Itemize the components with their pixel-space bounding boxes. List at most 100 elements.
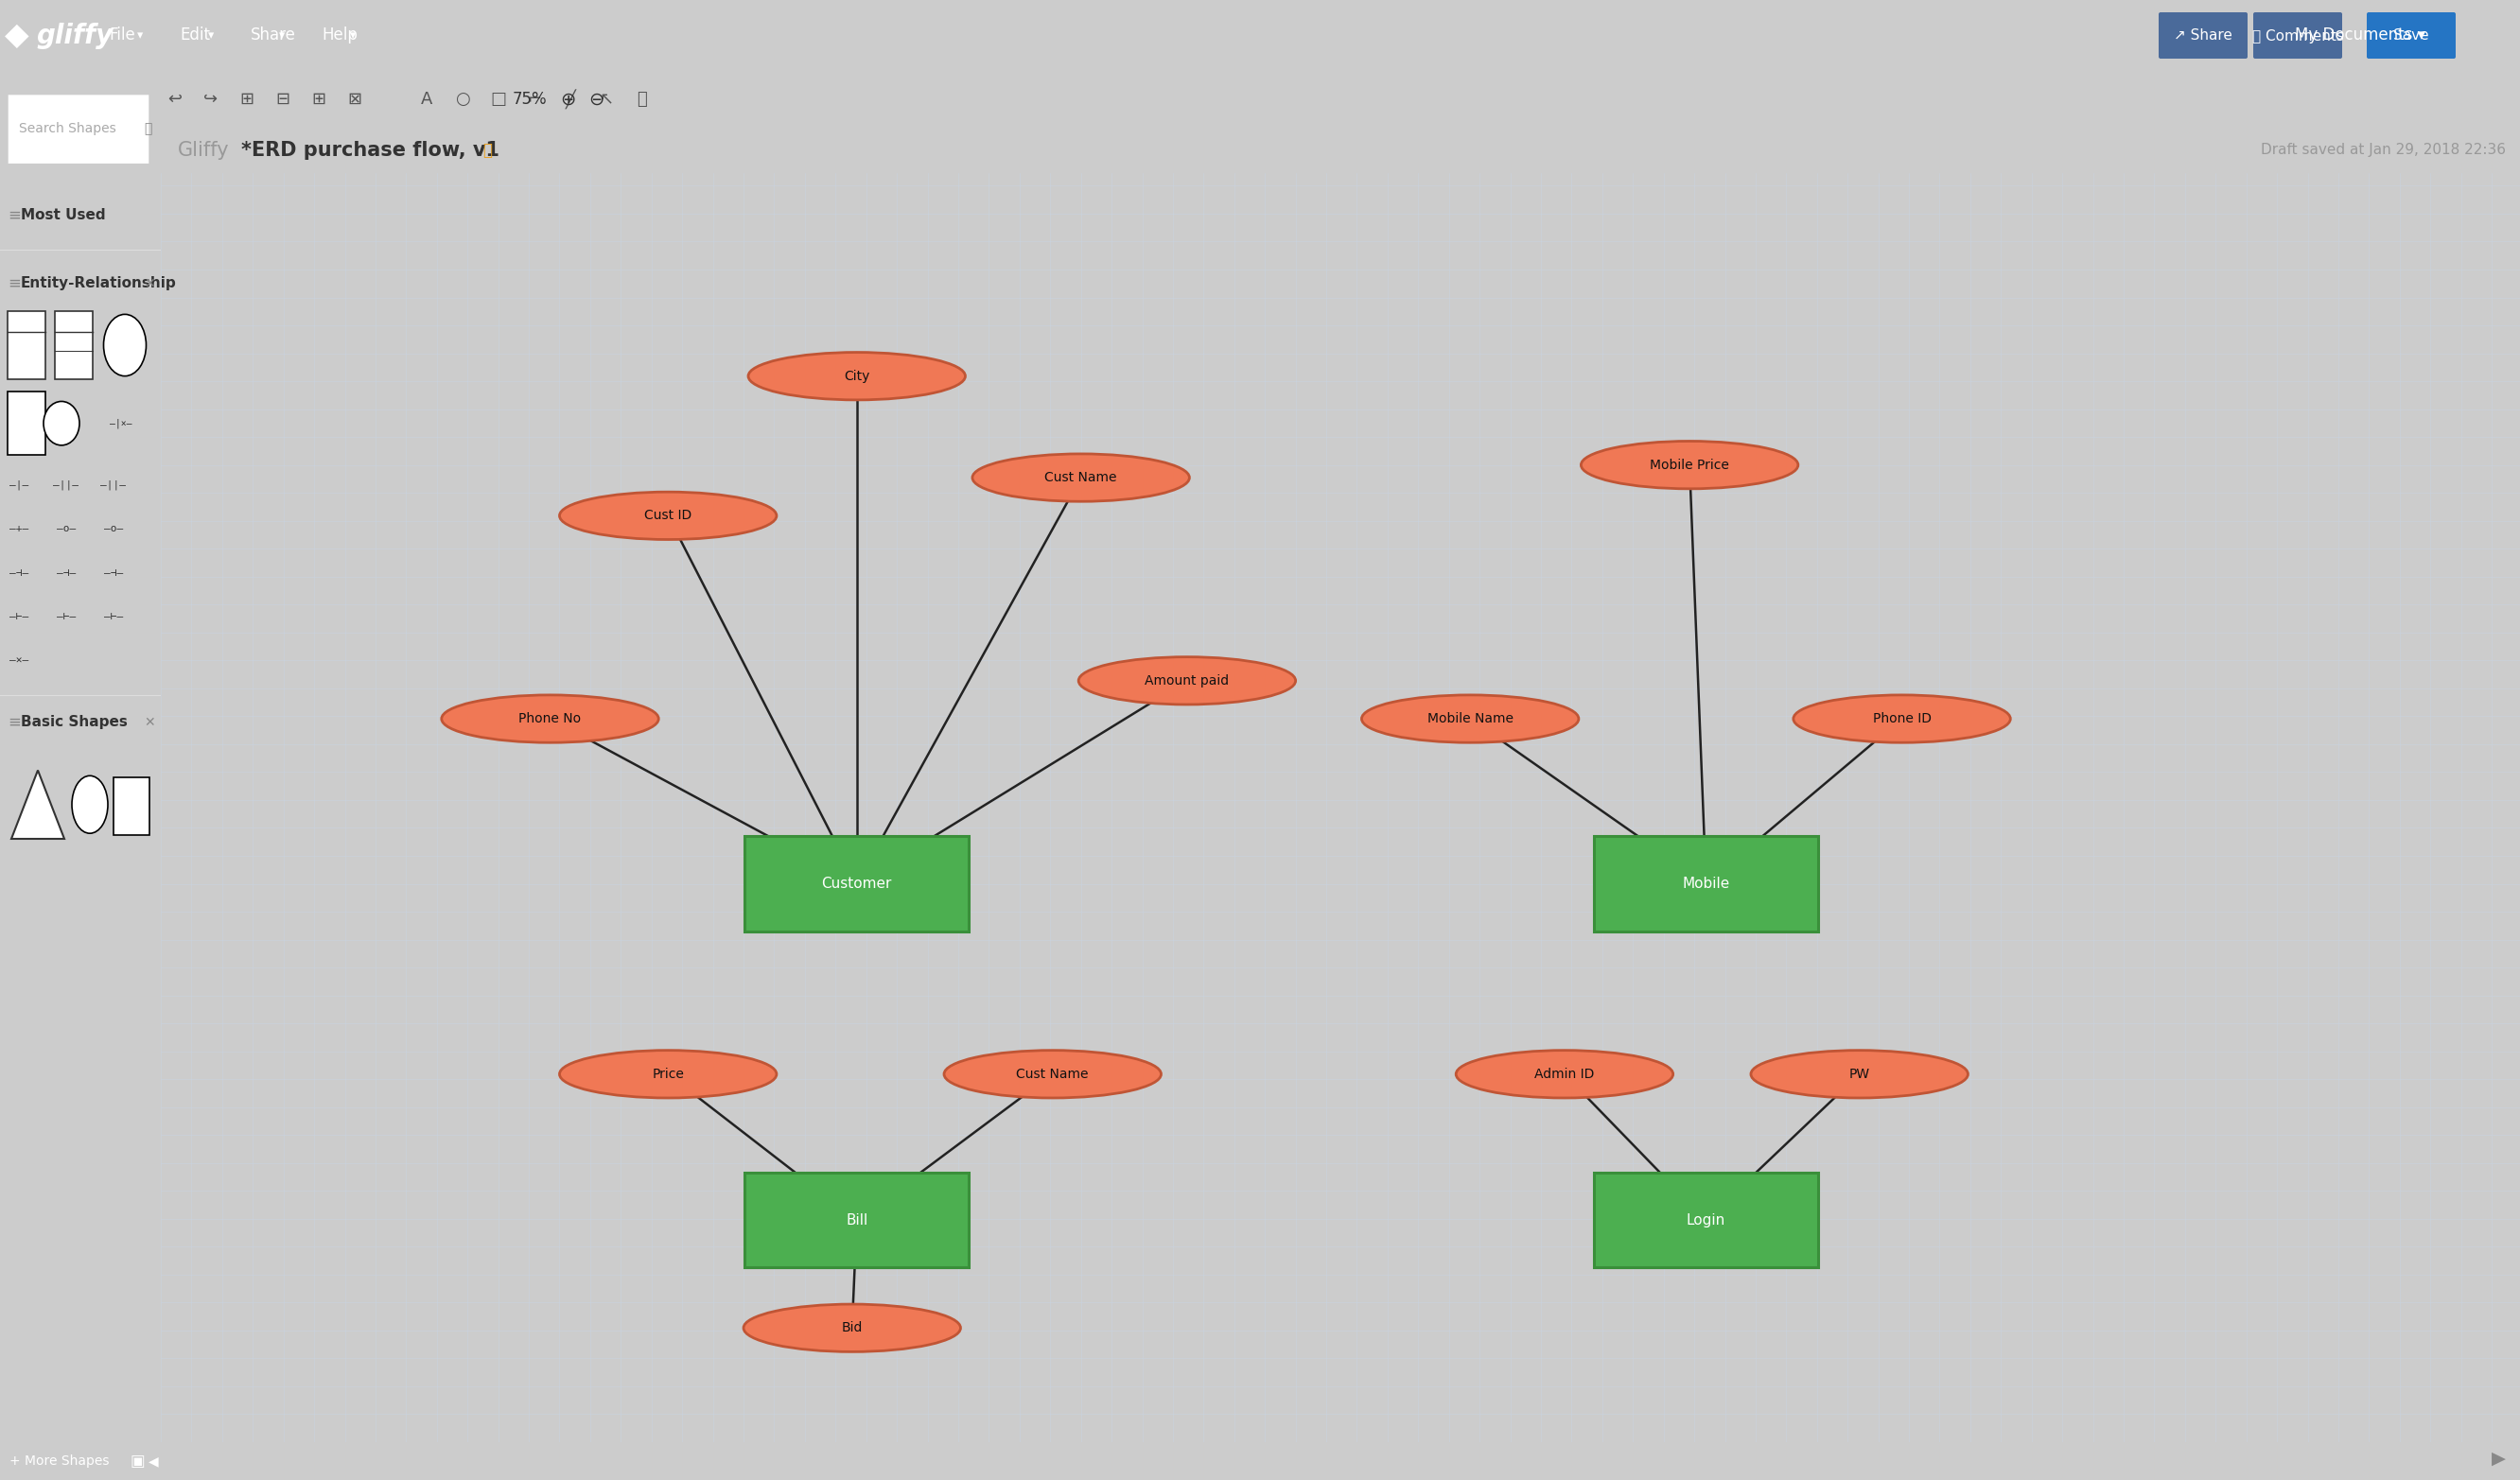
FancyBboxPatch shape — [8, 392, 45, 454]
Text: Search Shapes: Search Shapes — [20, 121, 116, 135]
Text: ↗ Share: ↗ Share — [2175, 28, 2233, 43]
Text: —⊢—: —⊢— — [10, 611, 28, 622]
Ellipse shape — [945, 1051, 1162, 1098]
Text: ≡: ≡ — [8, 713, 20, 731]
FancyBboxPatch shape — [746, 1172, 968, 1268]
FancyBboxPatch shape — [2253, 12, 2341, 59]
FancyBboxPatch shape — [2366, 12, 2454, 59]
Text: ○: ○ — [456, 90, 471, 108]
Text: My Documents ▾: My Documents ▾ — [2296, 27, 2424, 44]
Text: City: City — [844, 370, 869, 383]
Text: 75%: 75% — [512, 90, 547, 108]
Text: —o—: —o— — [103, 524, 123, 534]
Ellipse shape — [441, 696, 658, 743]
Text: Most Used: Most Used — [20, 207, 106, 222]
Ellipse shape — [43, 401, 81, 445]
Text: ╱: ╱ — [564, 89, 575, 110]
Text: —⊣—: —⊣— — [103, 568, 123, 577]
FancyBboxPatch shape — [113, 777, 149, 835]
Text: —⊣—: —⊣— — [55, 568, 76, 577]
Text: *ERD purchase flow, v1: *ERD purchase flow, v1 — [242, 141, 499, 160]
Ellipse shape — [973, 454, 1189, 502]
Text: ✕: ✕ — [144, 716, 154, 728]
Text: ≡: ≡ — [8, 275, 20, 292]
Text: Basic Shapes: Basic Shapes — [20, 715, 129, 730]
Ellipse shape — [559, 1051, 776, 1098]
Text: Mobile Price: Mobile Price — [1651, 459, 1729, 472]
FancyBboxPatch shape — [55, 311, 93, 379]
Text: Share: Share — [249, 27, 295, 44]
Text: ▣: ▣ — [129, 1452, 144, 1470]
Text: —⊣—: —⊣— — [10, 568, 28, 577]
Text: —||—: —||— — [53, 480, 78, 490]
Text: ✋: ✋ — [638, 90, 648, 108]
Text: A: A — [421, 90, 433, 108]
Text: Edit: Edit — [179, 27, 209, 44]
Text: Gliffy: Gliffy — [179, 141, 229, 160]
Ellipse shape — [743, 1304, 960, 1351]
Text: Price: Price — [653, 1067, 683, 1080]
Text: Save: Save — [2394, 28, 2429, 43]
Ellipse shape — [559, 491, 776, 540]
Text: ↖: ↖ — [600, 90, 612, 108]
Text: —✕—: —✕— — [10, 656, 28, 666]
FancyBboxPatch shape — [746, 836, 968, 931]
Text: —|—: —|— — [10, 480, 28, 490]
Text: 🔒: 🔒 — [481, 142, 491, 158]
Text: ▶: ▶ — [2492, 1450, 2505, 1468]
Text: ⊟: ⊟ — [275, 90, 290, 108]
Text: ⊖: ⊖ — [587, 90, 605, 108]
Text: Phone No: Phone No — [519, 712, 582, 725]
Text: Cust Name: Cust Name — [1016, 1067, 1089, 1080]
Polygon shape — [13, 770, 66, 839]
FancyBboxPatch shape — [2160, 12, 2248, 59]
Text: Mobile Name: Mobile Name — [1426, 712, 1512, 725]
FancyBboxPatch shape — [1595, 836, 1817, 931]
Ellipse shape — [748, 352, 965, 400]
Text: 🔍: 🔍 — [144, 121, 151, 135]
Text: ◆: ◆ — [5, 19, 30, 52]
FancyBboxPatch shape — [1595, 1172, 1817, 1268]
Ellipse shape — [1079, 657, 1295, 704]
Ellipse shape — [103, 314, 146, 376]
Text: Phone ID: Phone ID — [1872, 712, 1930, 725]
Text: ⊠: ⊠ — [348, 90, 363, 108]
Text: 💬 Comments: 💬 Comments — [2253, 28, 2344, 43]
Text: ⊕: ⊕ — [559, 90, 575, 108]
Text: ✕: ✕ — [144, 277, 154, 290]
Text: —⊢—: —⊢— — [103, 611, 123, 622]
Text: Draft saved at Jan 29, 2018 22:36: Draft saved at Jan 29, 2018 22:36 — [2260, 144, 2505, 157]
Text: —||—: —||— — [101, 480, 126, 490]
Text: ≡: ≡ — [8, 206, 20, 223]
Text: ⊞: ⊞ — [239, 90, 255, 108]
Text: Customer: Customer — [822, 876, 892, 891]
Text: Login: Login — [1686, 1214, 1726, 1227]
Text: gliffy: gliffy — [35, 22, 113, 49]
Text: Amount paid: Amount paid — [1144, 673, 1230, 687]
Text: + More Shapes: + More Shapes — [10, 1455, 108, 1468]
Text: Bid: Bid — [842, 1322, 862, 1335]
Text: Help: Help — [323, 27, 358, 44]
Text: —|×—: —|×— — [111, 419, 131, 428]
Text: —+—: —+— — [10, 524, 28, 534]
Ellipse shape — [1361, 696, 1578, 743]
Text: —⊢—: —⊢— — [55, 611, 76, 622]
Text: Mobile: Mobile — [1683, 876, 1729, 891]
Text: Entity-Relationship: Entity-Relationship — [20, 277, 176, 290]
Text: Cust ID: Cust ID — [645, 509, 693, 522]
Text: Cust Name: Cust Name — [1046, 471, 1116, 484]
FancyBboxPatch shape — [8, 311, 45, 379]
Text: ◀: ◀ — [149, 1455, 159, 1468]
Ellipse shape — [1751, 1051, 1968, 1098]
Ellipse shape — [73, 776, 108, 833]
Text: ▾: ▾ — [280, 30, 285, 41]
Text: —o—: —o— — [55, 524, 76, 534]
Text: Bill: Bill — [847, 1214, 867, 1227]
Text: Admin ID: Admin ID — [1535, 1067, 1595, 1080]
Text: ↪: ↪ — [204, 90, 219, 108]
Ellipse shape — [1457, 1051, 1673, 1098]
Text: ↩: ↩ — [169, 90, 181, 108]
Text: □: □ — [491, 90, 507, 108]
Text: ●: ● — [2480, 24, 2500, 47]
Text: ⊞: ⊞ — [312, 90, 325, 108]
